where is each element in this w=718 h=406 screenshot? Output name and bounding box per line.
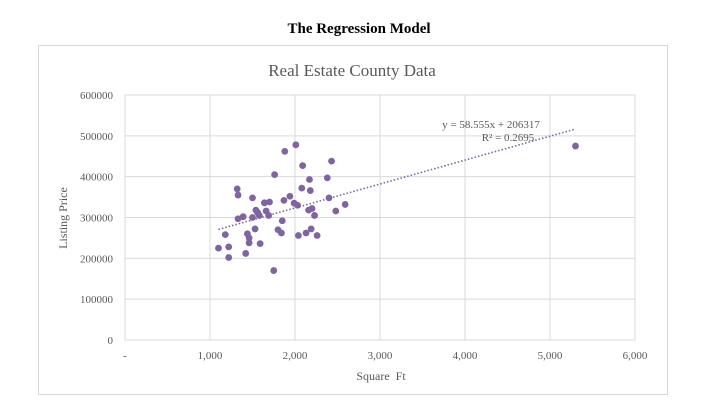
- data-point: [341, 201, 349, 208]
- data-point: [302, 229, 310, 237]
- trendline-line: [218, 128, 576, 231]
- scatter-chart: Real Estate County Data 0 100000 200000 300…: [56, 61, 648, 383]
- data-point: [271, 171, 278, 179]
- data-point: [249, 194, 256, 202]
- x-tick-label: 5,000: [538, 350, 563, 362]
- data-point: [306, 187, 314, 194]
- y-tick-label: 300000: [80, 213, 114, 225]
- data-point: [245, 234, 253, 242]
- data-point: [332, 207, 340, 215]
- data-point: [255, 212, 263, 219]
- y-tick-label: 200000: [80, 253, 114, 265]
- data-point: [270, 267, 278, 274]
- data-point: [328, 157, 335, 165]
- data-point: [306, 176, 313, 183]
- data-point: [261, 199, 268, 207]
- data-point: [286, 192, 294, 200]
- data-point: [299, 162, 307, 170]
- y-axis-tick-labels: 0 100000 200000 300000 400000 500000 600000: [80, 90, 114, 347]
- data-point: [245, 239, 253, 247]
- data-point: [307, 225, 315, 233]
- y-tick-label: 500000: [80, 131, 114, 143]
- data-point: [308, 205, 316, 212]
- x-tick-label: -: [123, 350, 127, 362]
- x-axis-tick-labels: - 1,000 2,000 3,000 4,000 5,000 6,000: [123, 350, 648, 362]
- data-point: [256, 240, 264, 248]
- y-axis-label: Listing Price: [56, 187, 70, 249]
- x-tick-label: 6,000: [623, 350, 648, 362]
- data-point: [249, 214, 256, 221]
- y-tick-label: 600000: [80, 90, 114, 102]
- trendline-equation: y = 58.555x + 206317: [442, 119, 540, 131]
- data-point: [225, 254, 233, 261]
- data-point: [313, 232, 321, 239]
- data-point: [572, 142, 579, 150]
- y-tick-label: 0: [108, 335, 114, 347]
- y-tick-label: 100000: [80, 294, 114, 306]
- data-point: [292, 141, 300, 149]
- chart-area: Real Estate County Data 0 100000 200000 300…: [38, 45, 668, 395]
- trendline: [218, 128, 576, 231]
- chart-title: Real Estate County Data: [268, 61, 436, 80]
- data-point: [221, 231, 229, 239]
- x-tick-label: 4,000: [453, 350, 478, 362]
- data-point: [225, 243, 233, 251]
- data-point: [278, 217, 286, 225]
- data-points: [215, 141, 579, 274]
- data-point: [234, 215, 242, 223]
- data-point: [234, 191, 242, 199]
- data-point: [323, 174, 331, 182]
- x-axis-label: Square Ft: [356, 369, 406, 383]
- y-tick-label: 400000: [80, 172, 114, 184]
- x-tick-label: 2,000: [283, 350, 308, 362]
- page-title: The Regression Model: [287, 21, 431, 37]
- data-point: [239, 213, 247, 221]
- data-point: [278, 229, 285, 237]
- data-point: [298, 184, 306, 192]
- data-point: [242, 250, 250, 257]
- data-point: [266, 198, 273, 206]
- data-point: [251, 225, 259, 233]
- data-point: [325, 194, 333, 202]
- data-point: [294, 201, 301, 209]
- gridlines: [124, 94, 636, 341]
- data-point: [215, 244, 222, 252]
- data-point: [233, 185, 241, 193]
- data-point: [265, 212, 273, 219]
- x-tick-label: 1,000: [198, 350, 223, 362]
- data-point: [281, 147, 289, 155]
- x-tick-label: 3,000: [368, 350, 393, 362]
- data-point: [295, 232, 302, 239]
- trendline-r-squared: R² = 0.2695: [482, 132, 535, 144]
- data-point: [280, 196, 288, 204]
- data-point: [311, 212, 318, 219]
